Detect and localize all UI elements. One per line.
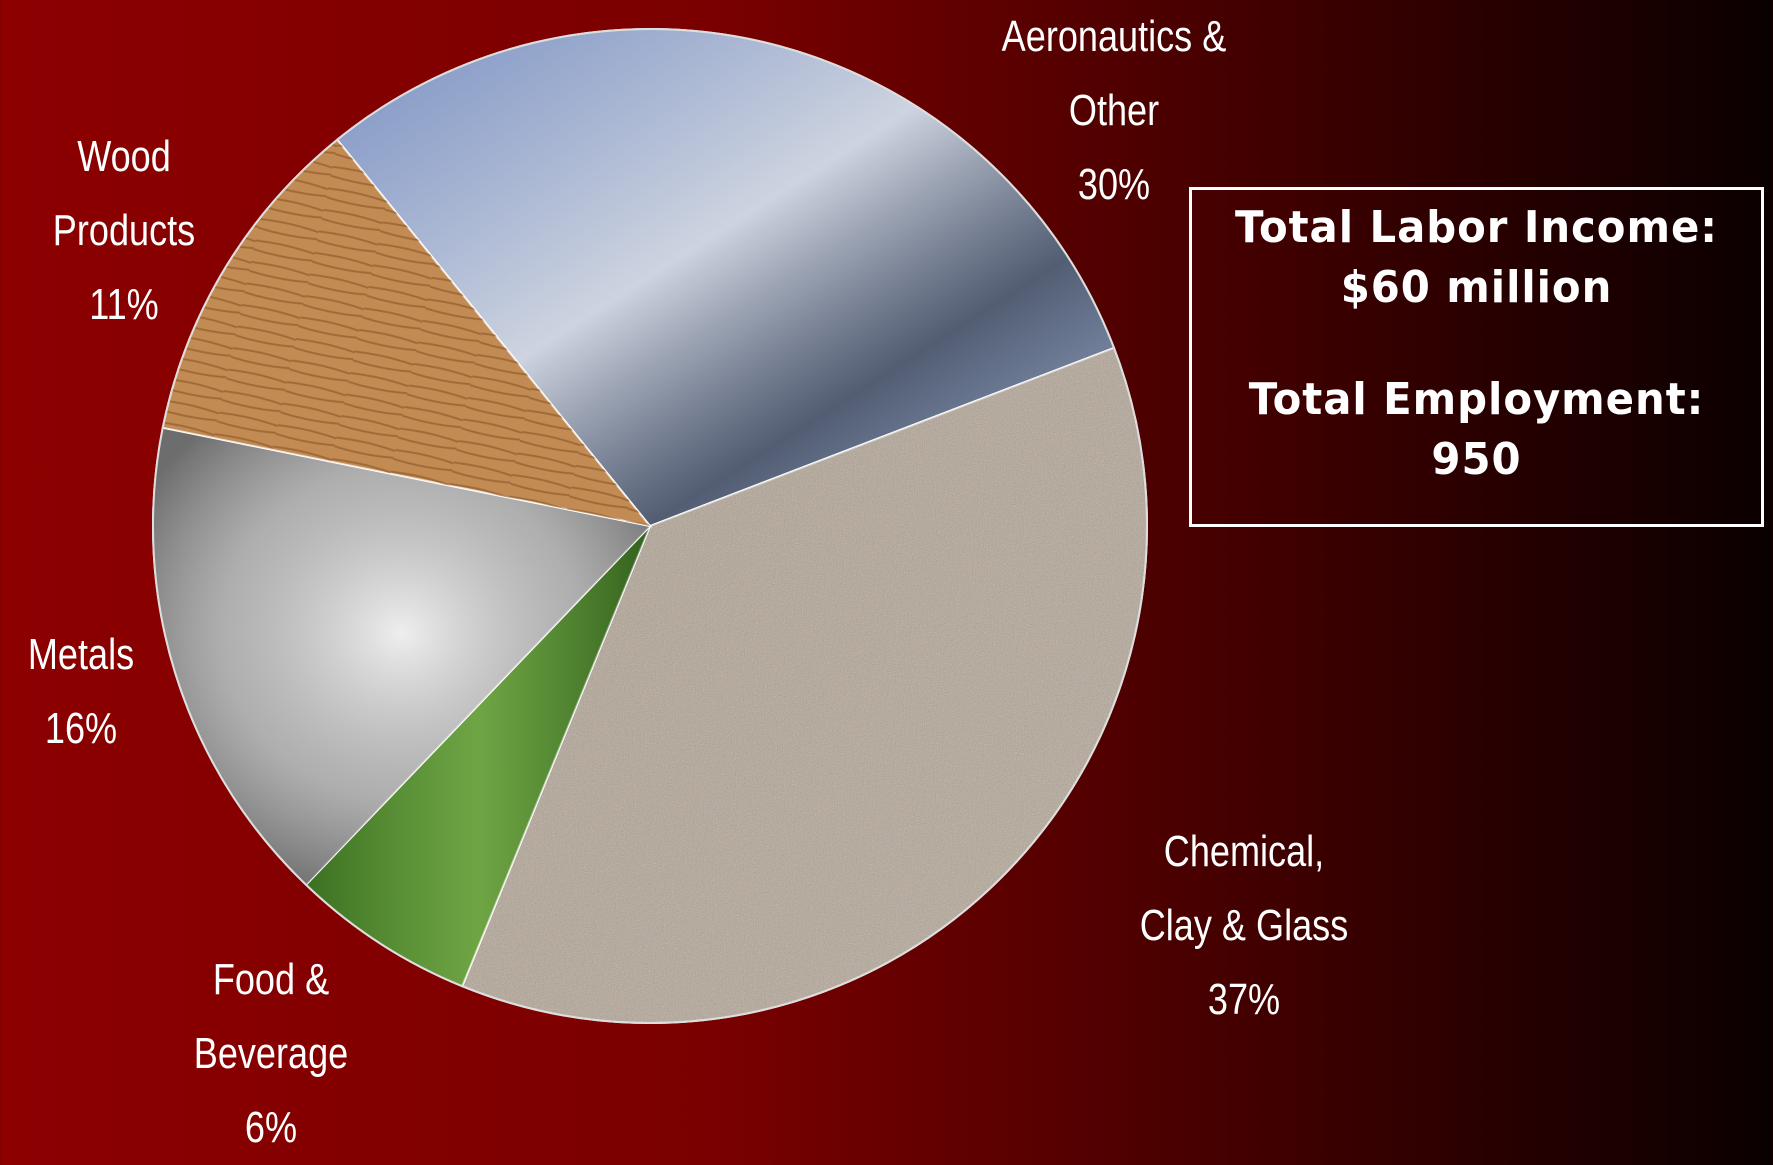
summary-line: 950	[1431, 434, 1522, 485]
value-label: 11%	[89, 280, 159, 329]
slice-label: Wood Products 11%	[0, 120, 288, 342]
slice-texture	[337, 28, 1114, 526]
category-label: Aeronautics & Other	[1001, 12, 1227, 135]
category-label: Metals	[27, 630, 135, 679]
slice-texture	[306, 526, 650, 987]
summary-line: $60 million	[1340, 262, 1613, 313]
slice-texture	[462, 347, 1147, 1024]
summary-line: Total Employment:	[1248, 374, 1705, 425]
category-label: Chemical, Clay & Glass	[1139, 827, 1349, 950]
value-label: 16%	[44, 704, 118, 753]
category-label: Wood Products	[52, 132, 196, 255]
slice-label: Metals 16%	[0, 618, 245, 766]
value-label: 30%	[1077, 160, 1151, 209]
summary-box: Total Labor Income: $60 million Total Em…	[1189, 187, 1764, 527]
pie-outline	[152, 28, 1148, 1024]
slice-texture	[152, 427, 650, 885]
summary-line: Total Labor Income:	[1235, 202, 1718, 253]
slice-label: Aeronautics & Other 30%	[950, 0, 1278, 222]
value-label: 6%	[244, 1103, 298, 1152]
slice-texture	[162, 139, 650, 526]
value-label: 37%	[1207, 975, 1281, 1024]
slice-label: Food & Beverage 6%	[107, 943, 435, 1165]
slice-label: Chemical, Clay & Glass 37%	[1080, 815, 1408, 1037]
category-label: Food & Beverage	[193, 955, 349, 1078]
